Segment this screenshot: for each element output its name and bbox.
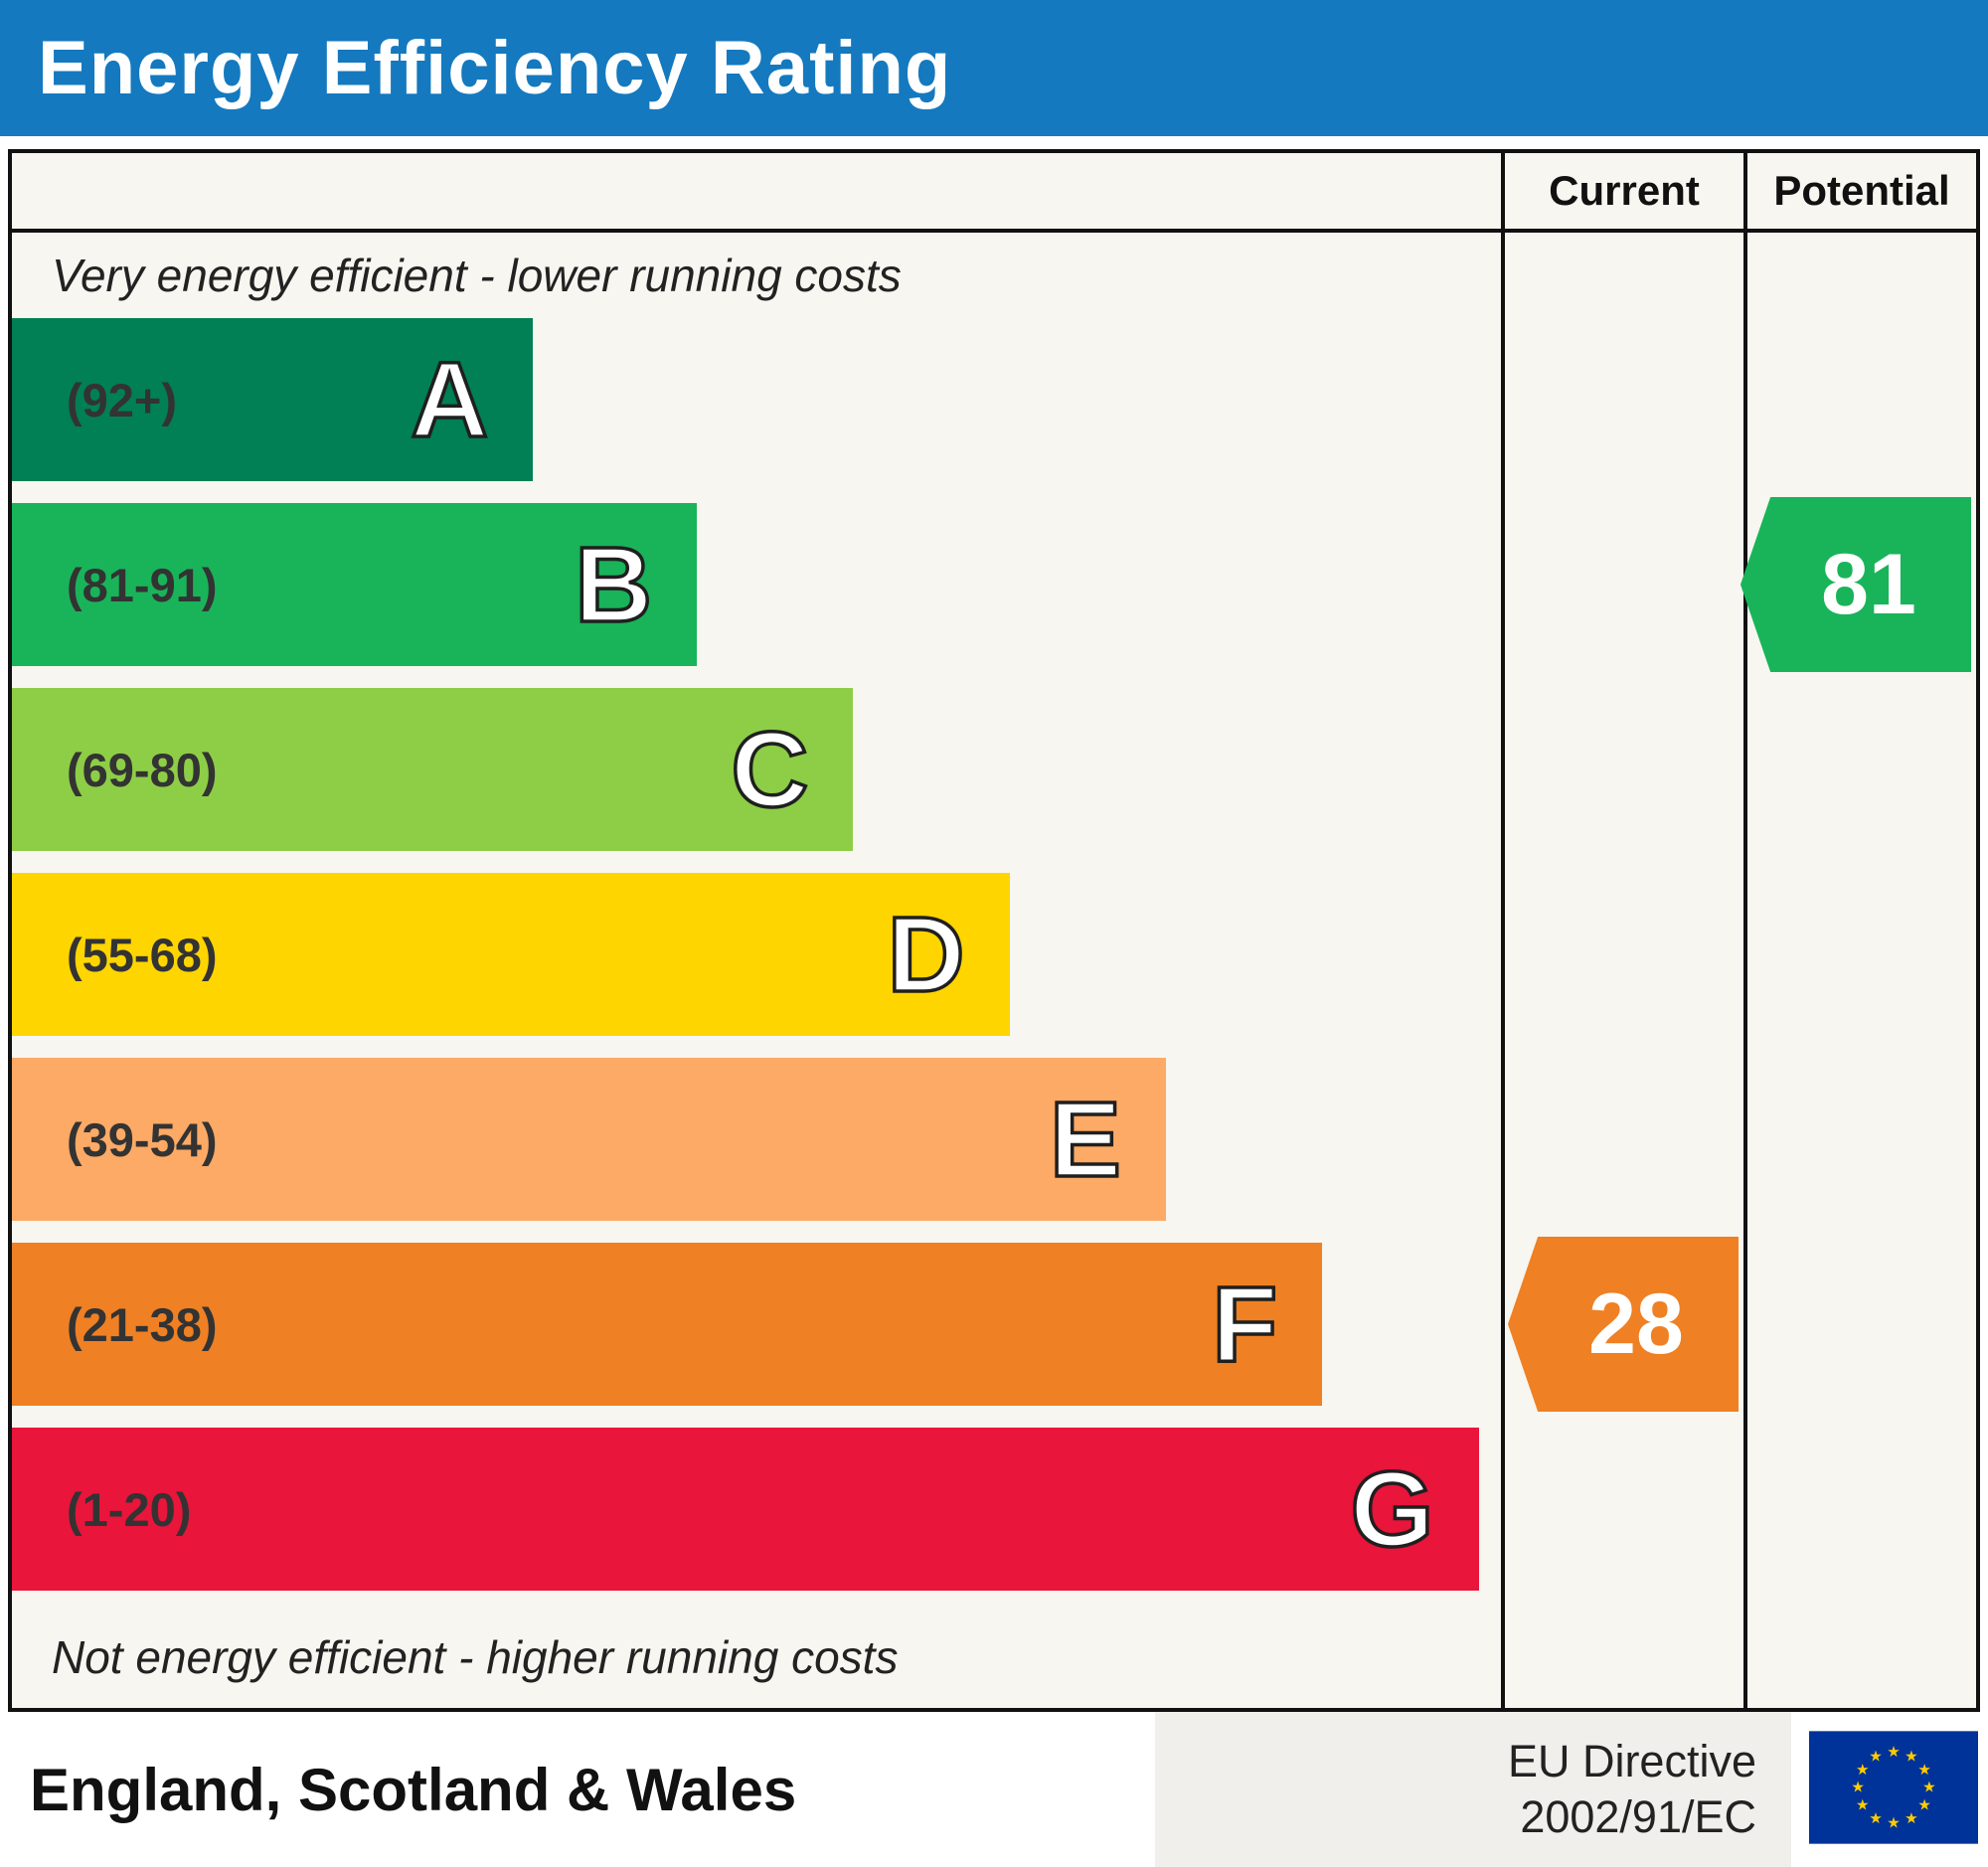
band-bar-f: (21-38) F — [12, 1243, 1323, 1406]
region-label: England, Scotland & Wales — [30, 1756, 797, 1823]
eu-directive-label: EU Directive 2002/91/EC — [1155, 1712, 1791, 1867]
current-rating-value: 28 — [1588, 1275, 1684, 1372]
svg-text:★: ★ — [1917, 1795, 1931, 1813]
band-letter: D — [886, 894, 967, 1014]
svg-text:★: ★ — [1905, 1808, 1918, 1826]
page-title: Energy Efficiency Rating — [38, 26, 952, 110]
svg-text:★: ★ — [1887, 1742, 1901, 1760]
band-range-label: (81-91) — [67, 558, 218, 611]
potential-rating-arrow: 81 — [1740, 497, 1971, 672]
svg-text:★: ★ — [1922, 1778, 1936, 1795]
svg-text:★: ★ — [1887, 1813, 1901, 1831]
svg-text:★: ★ — [1856, 1760, 1870, 1778]
band-letter: E — [1048, 1079, 1123, 1199]
band-range-label: (69-80) — [67, 743, 218, 796]
band-bar-c: (69-80) C — [12, 688, 854, 851]
band-row-a: (92+) A — [12, 318, 1501, 503]
bottom-note: Not energy efficient - higher running co… — [52, 1631, 899, 1683]
band-bar-b: (81-91) B — [12, 503, 698, 666]
svg-text:★: ★ — [1869, 1808, 1883, 1826]
svg-text:★: ★ — [1917, 1760, 1931, 1778]
svg-text:★: ★ — [1869, 1747, 1883, 1765]
potential-rating-value: 81 — [1821, 536, 1916, 632]
band-row-b: (81-91) B — [12, 503, 1501, 688]
svg-text:★: ★ — [1856, 1795, 1870, 1813]
top-note: Very energy efficient - lower running co… — [52, 250, 902, 301]
band-row-c: (69-80) C — [12, 688, 1501, 873]
column-header-potential: Potential — [1743, 153, 1976, 233]
band-letter: A — [410, 339, 491, 459]
band-bar-d: (55-68) D — [12, 873, 1010, 1036]
band-letter: G — [1349, 1448, 1436, 1569]
potential-column: 81 — [1740, 233, 1976, 1708]
band-row-d: (55-68) D — [12, 873, 1501, 1058]
column-header-current: Current — [1501, 153, 1743, 233]
svg-text:★: ★ — [1851, 1778, 1865, 1795]
header-bar: Energy Efficiency Rating — [0, 0, 1988, 136]
eu-directive-line2: 2002/91/EC — [1520, 1791, 1756, 1842]
band-bar-g: (1-20) G — [12, 1428, 1479, 1591]
band-letter: C — [730, 709, 811, 829]
band-row-e: (39-54) E — [12, 1058, 1501, 1243]
band-letter: B — [573, 524, 654, 644]
current-rating-arrow: 28 — [1508, 1237, 1739, 1412]
energy-rating-chart: Current Potential Very energy efficient … — [8, 149, 1980, 1712]
svg-text:★: ★ — [1905, 1747, 1918, 1765]
band-row-g: (1-20) G — [12, 1428, 1501, 1612]
current-column: 28 — [1501, 233, 1743, 1708]
column-header-spacer — [12, 153, 1501, 233]
band-range-label: (92+) — [67, 373, 178, 426]
band-row-f: (21-38) F — [12, 1243, 1501, 1428]
band-range-label: (55-68) — [67, 928, 218, 981]
band-bar-a: (92+) A — [12, 318, 534, 481]
bands-column: Very energy efficient - lower running co… — [12, 233, 1501, 1708]
eu-directive-line1: EU Directive — [1507, 1735, 1756, 1786]
band-range-label: (39-54) — [67, 1112, 218, 1166]
footer-bar: England, Scotland & Wales EU Directive 2… — [0, 1712, 1988, 1867]
band-letter: F — [1211, 1264, 1279, 1384]
band-bar-e: (39-54) E — [12, 1058, 1166, 1221]
eu-flag-icon: ★ ★ ★ ★ ★ ★ ★ ★ ★ ★ ★ ★ — [1809, 1730, 1978, 1849]
band-range-label: (21-38) — [67, 1297, 218, 1351]
band-range-label: (1-20) — [67, 1482, 192, 1536]
